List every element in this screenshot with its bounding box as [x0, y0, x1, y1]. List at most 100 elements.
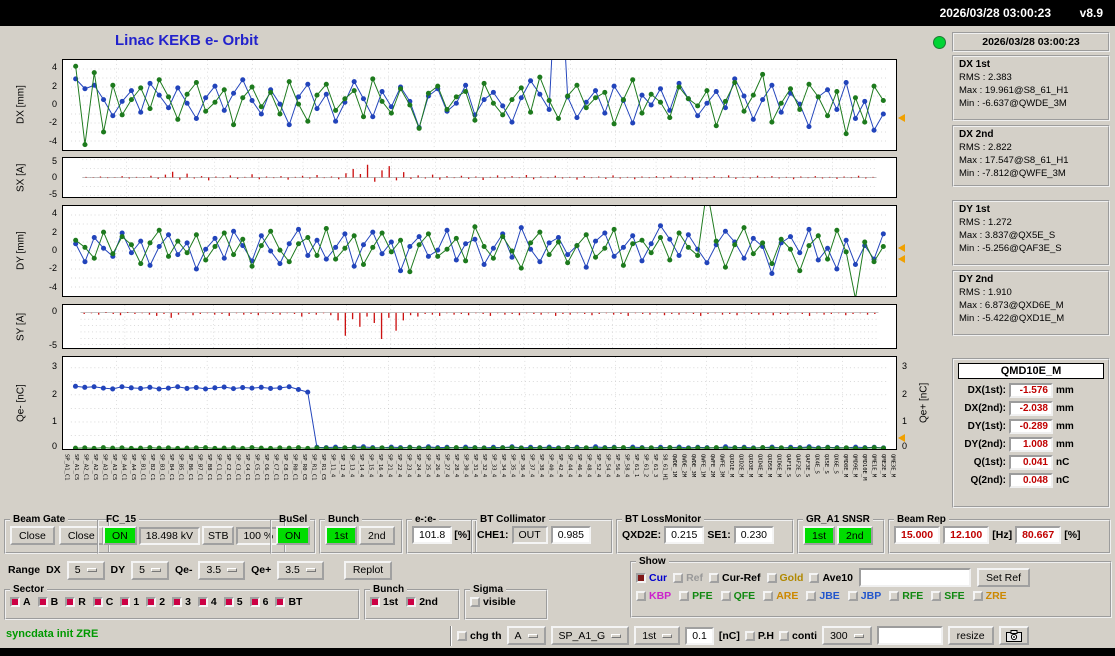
- checkbox-jbe[interactable]: JBE: [806, 590, 840, 602]
- checkbox-ph[interactable]: P.H: [744, 630, 774, 642]
- x-axis-label: SP_56_4: [614, 454, 621, 478]
- checkbox-ave10[interactable]: Ave10: [809, 572, 853, 584]
- gr-a1-2nd-button[interactable]: 2nd: [837, 526, 873, 545]
- checkbox-chg-th[interactable]: chg th: [457, 630, 502, 642]
- gr-a1-1st-button[interactable]: 1st: [803, 526, 836, 545]
- checkbox-visible[interactable]: visible: [470, 596, 516, 608]
- stat-key: RMS :: [959, 72, 986, 83]
- checkbox-jbp[interactable]: JBP: [847, 590, 881, 602]
- checkbox-bt[interactable]: BT: [275, 596, 302, 608]
- checkbox-zre[interactable]: ZRE: [972, 590, 1007, 602]
- x-axis-label: QWDE_3M: [690, 454, 696, 478]
- checkbox-indicator: [406, 597, 417, 607]
- checkbox-3[interactable]: 3: [172, 596, 191, 608]
- checkbox-label: Ref: [686, 571, 704, 584]
- monitor-row-label: Q(2nd):: [970, 475, 1006, 486]
- range-qep-select[interactable]: 3.5: [277, 560, 324, 580]
- bunch-2nd-button[interactable]: 2nd: [359, 526, 395, 545]
- monitor-row-label: DX(2nd):: [964, 403, 1006, 414]
- qe-yticks: 3 2 1 0: [34, 356, 60, 451]
- sx-yticks: 5 0 -5: [34, 156, 60, 199]
- fc15-on-button[interactable]: ON: [103, 526, 137, 545]
- monitor-select[interactable]: SP_A1_G: [550, 626, 630, 645]
- screenshot-button[interactable]: [998, 626, 1029, 645]
- checkbox-indicator: [172, 597, 183, 607]
- range-dx-value: 5: [74, 564, 81, 576]
- checkbox-are[interactable]: ARE: [763, 590, 798, 602]
- range-dy-select[interactable]: 5: [131, 560, 169, 580]
- x-axis-label: QXD2E_M: [737, 454, 744, 478]
- checkbox-indicator: [763, 591, 774, 601]
- checkbox-4[interactable]: 4: [197, 596, 217, 608]
- camera-icon: [1005, 629, 1022, 642]
- checkbox-c[interactable]: C: [92, 596, 113, 608]
- checkbox-qfe[interactable]: QFE: [720, 590, 755, 602]
- resize-button[interactable]: resize: [947, 626, 994, 645]
- x-axis-label: SP_58_4: [623, 454, 630, 478]
- checkbox-indicator: [275, 597, 286, 607]
- x-axis-label: QAF2E_S: [794, 454, 801, 478]
- monitor-row-value: -1.576: [1009, 383, 1053, 398]
- stat-title: DX 2nd: [959, 129, 994, 140]
- checkbox-1st[interactable]: 1st: [370, 596, 398, 608]
- x-axis-label: SP_B3_C1: [158, 454, 165, 481]
- checkbox-cur-ref[interactable]: Cur-Ref: [709, 572, 761, 584]
- checkbox-gold[interactable]: Gold: [766, 572, 803, 584]
- y-tick-label: 0: [51, 245, 57, 255]
- checkbox-sfe[interactable]: SFE: [931, 590, 965, 602]
- checkbox-kbp[interactable]: KBP: [636, 590, 671, 602]
- bunch-select[interactable]: 1st: [634, 626, 681, 645]
- dy-cursor-marker-icon-1: [898, 244, 905, 252]
- y-tick-label: -4: [48, 281, 57, 292]
- interval-select[interactable]: 300: [822, 626, 872, 645]
- y-tick-label: 1: [902, 416, 908, 427]
- fc15-stb-button[interactable]: STB: [202, 526, 235, 545]
- checkbox-a[interactable]: A: [10, 596, 31, 608]
- bunch-1st-button[interactable]: 1st: [325, 526, 358, 545]
- monitor-row-value: 1.008: [1009, 437, 1053, 452]
- group-label-sigma: Sigma: [473, 584, 504, 595]
- group-label-gr-a1-snsr: GR_A1 SNSR: [806, 514, 870, 525]
- range-qem-select[interactable]: 3.5: [198, 560, 246, 580]
- sector-select[interactable]: A: [506, 626, 546, 645]
- set-ref-button[interactable]: Set Ref: [977, 568, 1031, 587]
- range-qem-value: 3.5: [206, 564, 222, 576]
- checkbox-indicator: [709, 572, 720, 583]
- checkbox-2[interactable]: 2: [146, 596, 165, 608]
- checkbox-r[interactable]: R: [65, 596, 86, 608]
- checkbox-5[interactable]: 5: [223, 596, 243, 608]
- checkbox-b[interactable]: B: [37, 596, 58, 608]
- checkbox-2nd[interactable]: 2nd: [406, 596, 438, 608]
- checkbox-indicator: [779, 630, 789, 641]
- sx-plot: [62, 157, 897, 198]
- checkbox-label: KBP: [649, 590, 672, 602]
- ref-file-input[interactable]: [859, 568, 971, 587]
- checkbox-label: 5: [236, 596, 243, 608]
- beam-gate-close-button-2[interactable]: Close: [58, 526, 104, 545]
- stat-box-dy-1st: DY 1st RMS : 1.272 Max : 3.837@QX5E_S Mi…: [952, 200, 1110, 266]
- range-dx-select[interactable]: 5: [66, 560, 105, 580]
- checkbox-pfe[interactable]: PFE: [679, 590, 713, 602]
- checkbox-indicator: [673, 572, 684, 583]
- replot-button[interactable]: Replot: [343, 560, 393, 580]
- beam-gate-close-button-1[interactable]: Close: [10, 526, 55, 545]
- che1-state-display[interactable]: OUT: [511, 526, 548, 544]
- stat-min: -6.637@QWDE_3M: [982, 98, 1067, 109]
- sy-plot: [62, 304, 897, 349]
- y-tick-label: -5: [48, 339, 57, 350]
- group-gr-a1-snsr: GR_A1 SNSR 1st 2nd: [797, 514, 885, 554]
- x-axis-label: SP_A3_C5: [111, 454, 118, 481]
- checkbox-ref[interactable]: Ref: [673, 572, 703, 584]
- busel-on-button[interactable]: ON: [276, 526, 310, 545]
- monitor-row-unit: mm: [1056, 403, 1074, 414]
- aux-input[interactable]: [876, 626, 943, 645]
- checkbox-rfe[interactable]: RFE: [889, 590, 923, 602]
- checkbox-conti[interactable]: conti: [779, 630, 817, 642]
- titlebar: 2026/03/28 03:00:23 v8.9: [0, 0, 1115, 26]
- checkbox-1[interactable]: 1: [120, 596, 139, 608]
- checkbox-6[interactable]: 6: [249, 596, 268, 608]
- titlebar-clock: 2026/03/28 03:00:23: [939, 6, 1051, 20]
- checkbox-cur[interactable]: Cur: [636, 572, 667, 584]
- checkbox-indicator: [197, 597, 208, 607]
- checkbox-label: Cur: [649, 571, 668, 584]
